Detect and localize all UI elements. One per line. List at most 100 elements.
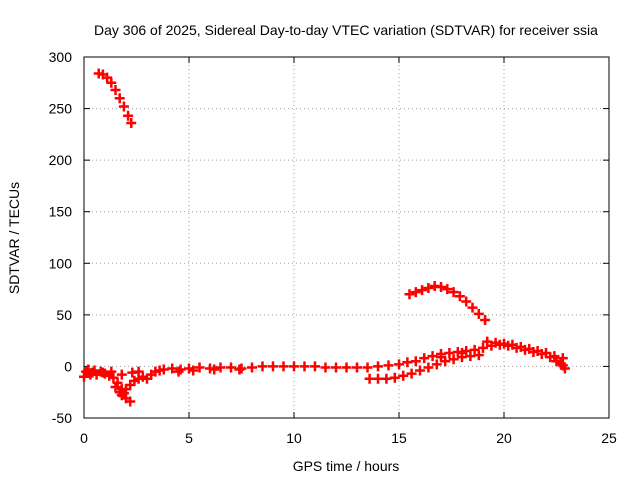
data-point (373, 373, 383, 384)
data-point (473, 350, 484, 361)
y-tick-label: 150 (49, 204, 73, 220)
data-point (415, 365, 425, 376)
data-point (480, 315, 491, 326)
data-point (524, 343, 535, 354)
data-point (410, 356, 421, 367)
data-point (289, 361, 299, 372)
data-point (215, 362, 226, 373)
data-point (381, 373, 392, 384)
x-tick-labels: 0 5 10 15 20 25 (80, 430, 617, 446)
data-point (448, 354, 459, 365)
y-tick-label: 100 (49, 255, 73, 271)
data-point (373, 361, 383, 372)
data-point (116, 390, 127, 401)
data-point (167, 363, 178, 374)
x-tick-label: 5 (185, 430, 193, 446)
x-tick-label: 20 (496, 430, 512, 446)
x-tick-label: 15 (391, 430, 407, 446)
data-point (97, 367, 108, 378)
y-tick-labels: -50 0 50 100 150 200 250 300 (49, 49, 73, 426)
y-tick-label: -50 (52, 410, 72, 426)
data-point (362, 362, 373, 373)
data-point (465, 351, 476, 362)
data-point (133, 366, 144, 377)
y-axis-label: SDTVAR / TECUs (6, 182, 22, 294)
data-point (398, 370, 409, 381)
data-point (499, 338, 509, 349)
data-point (515, 341, 526, 352)
data-point (102, 72, 113, 83)
data-point (417, 285, 428, 296)
data-point (410, 287, 421, 298)
data-point (310, 361, 320, 372)
data-point (188, 365, 199, 376)
data-point (423, 283, 434, 294)
data-point (507, 339, 518, 350)
data-point (116, 369, 127, 380)
data-point (532, 345, 543, 356)
data-point (473, 308, 484, 319)
data-point (331, 362, 341, 373)
x-tick-label: 10 (286, 430, 302, 446)
data-point (234, 364, 245, 375)
data-point (364, 373, 375, 384)
data-point (383, 360, 394, 371)
data-point (278, 361, 289, 372)
data-point (406, 368, 417, 379)
data-point (268, 361, 278, 372)
data-point (436, 352, 446, 363)
data-point (482, 336, 493, 347)
data-point (89, 365, 100, 376)
data-point (431, 359, 442, 370)
data-point (123, 110, 134, 121)
data-point (158, 364, 169, 375)
data-point (126, 118, 137, 129)
y-tick-label: 50 (56, 307, 72, 323)
data-point (106, 77, 117, 88)
y-tick-label: 200 (49, 152, 73, 168)
y-tick-label: 250 (49, 101, 73, 117)
data-point (559, 363, 570, 374)
data-point (226, 362, 236, 373)
chart-title: Day 306 of 2025, Sidereal Day-to-day VTE… (94, 22, 598, 38)
data-point (108, 372, 119, 383)
data-point (394, 359, 404, 370)
data-point (442, 284, 453, 295)
x-axis-label: GPS time / hours (293, 458, 400, 474)
data-point (110, 382, 121, 393)
data-point (118, 101, 129, 112)
data-point (209, 364, 220, 375)
data-point (461, 296, 472, 307)
data-point (419, 353, 430, 364)
data-point (389, 372, 400, 383)
data-point (114, 93, 125, 104)
data-point (320, 362, 331, 373)
data-point (352, 362, 362, 373)
data-point (549, 351, 560, 362)
y-tick-label: 0 (64, 358, 72, 374)
axis-ticks (83, 56, 610, 419)
data-point (194, 362, 205, 373)
data-point (247, 362, 257, 373)
data-point (541, 348, 551, 359)
y-tick-label: 300 (49, 49, 73, 65)
data-point (427, 351, 438, 362)
data-point (341, 362, 352, 373)
data-point (173, 366, 184, 377)
data-point (467, 302, 478, 313)
data-point (404, 289, 415, 300)
data-point (457, 348, 467, 359)
data-point (423, 362, 434, 373)
data-point (557, 353, 568, 364)
plot-frame (83, 56, 610, 419)
data-point (299, 361, 310, 372)
data-point (106, 366, 117, 377)
x-tick-label: 0 (80, 430, 88, 446)
data-point (79, 371, 89, 382)
data-point (469, 344, 480, 355)
data-point (257, 361, 268, 372)
data-point (454, 291, 465, 302)
data-point (110, 85, 121, 96)
data-point (448, 287, 459, 298)
